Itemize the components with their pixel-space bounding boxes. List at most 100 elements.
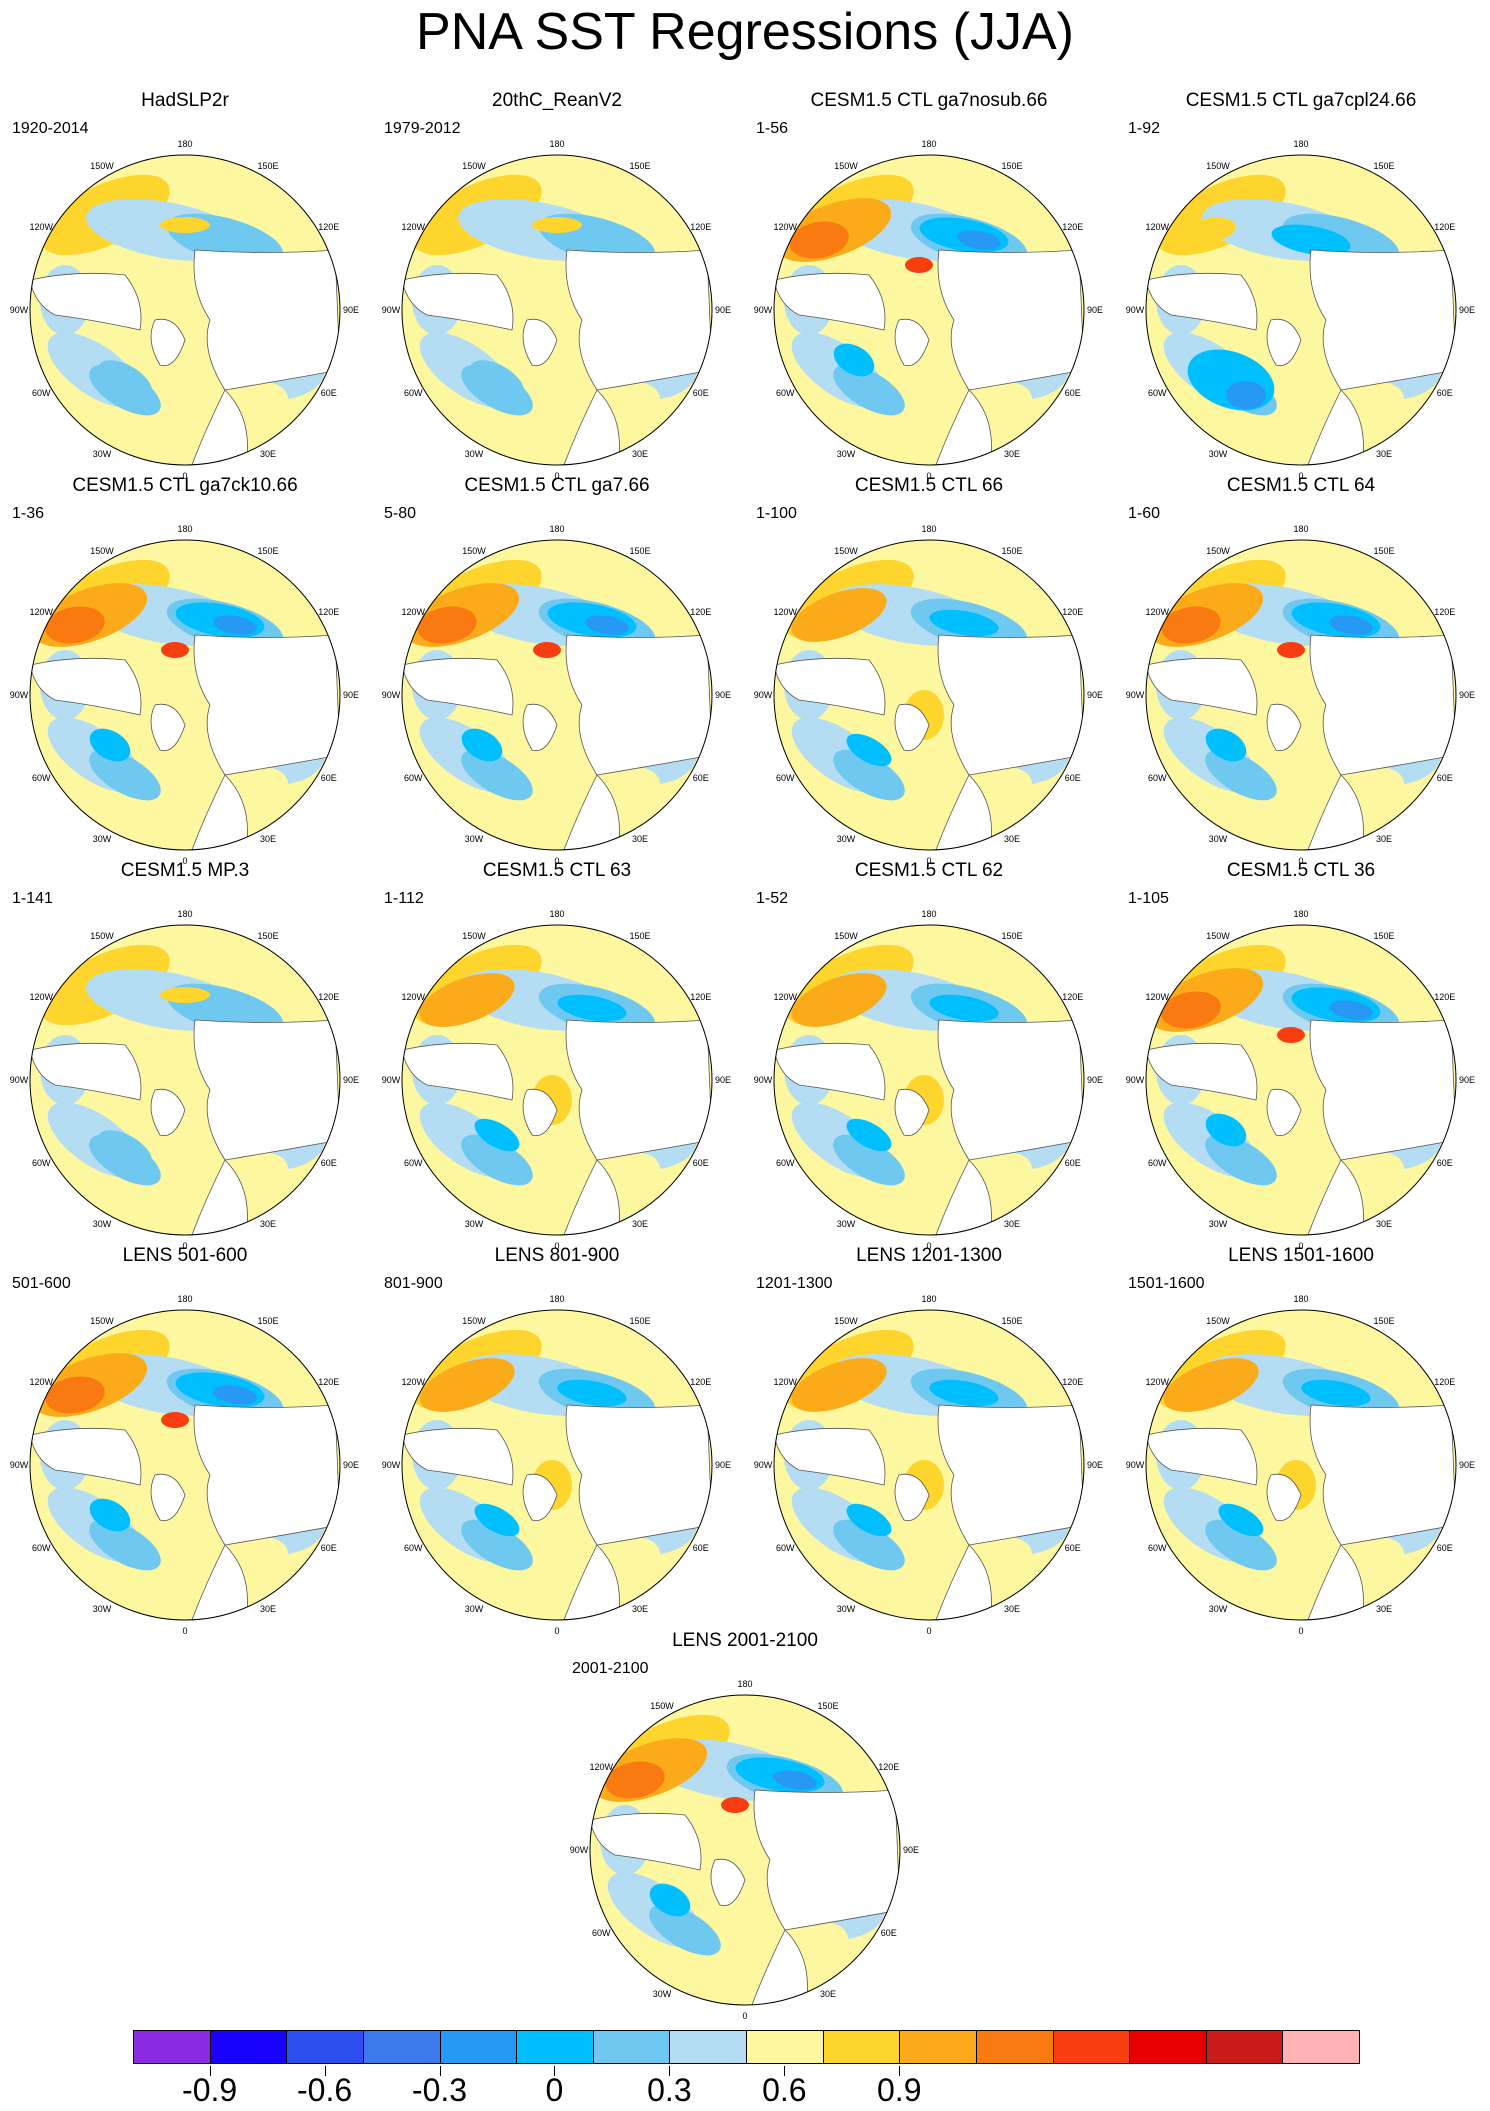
- sst-anomaly-contour: [419, 973, 515, 1027]
- longitude-label: 120E: [318, 222, 339, 232]
- longitude-label: 90W: [1126, 1075, 1145, 1085]
- longitude-label: 0: [554, 471, 559, 481]
- longitude-label: 120W: [773, 607, 797, 617]
- colorbar-swatch: [362, 2030, 441, 2064]
- longitude-label: 60W: [404, 773, 423, 783]
- land-mass: [937, 634, 1084, 776]
- longitude-label: 30E: [1004, 1604, 1020, 1614]
- polar-map: 180 150E 120E 90E 60E 30E 0 30W 60W 90W 120W 150W: [382, 1294, 731, 1636]
- longitude-label: 150W: [462, 931, 486, 941]
- longitude-label: 30W: [837, 1604, 856, 1614]
- longitude-label: 30W: [465, 449, 484, 459]
- land-mass: [1266, 318, 1302, 367]
- longitude-label: 150E: [629, 1316, 650, 1326]
- longitude-label: 90W: [382, 1075, 401, 1085]
- sst-anomaly-contour: [89, 1519, 161, 1571]
- longitude-label: 150E: [257, 546, 278, 556]
- longitude-label: 120W: [401, 1377, 425, 1387]
- map-panel: LENS 801-900 180 150E 120E 90E 60E 30E 0 30W 60W 9…: [372, 1245, 742, 1636]
- longitude-label: 60E: [1065, 773, 1081, 783]
- longitude-label: 90E: [1087, 1460, 1103, 1470]
- land-mass: [749, 1929, 808, 2005]
- land-mass: [189, 1159, 248, 1235]
- land-mass: [565, 634, 712, 776]
- longitude-label: 60E: [693, 388, 709, 398]
- longitude-label: 30W: [93, 1604, 112, 1614]
- longitude-label: 120W: [29, 1377, 53, 1387]
- land-mass: [933, 1159, 992, 1235]
- panel-years: 1-92: [1128, 120, 1161, 137]
- sst-anomaly-contour: [1205, 749, 1277, 801]
- sst-anomaly-contour: [160, 217, 210, 233]
- colorbar-swatch: [133, 2030, 211, 2064]
- colorbar-swatch: [209, 2030, 288, 2064]
- longitude-label: 30W: [1209, 1219, 1228, 1229]
- sst-anomaly-contour: [1218, 1503, 1264, 1537]
- colorbar-swatch: [975, 2030, 1054, 2064]
- longitude-label: 90W: [382, 1460, 401, 1470]
- longitude-label: 150E: [629, 931, 650, 941]
- land-mass: [189, 389, 248, 465]
- longitude-label: 60E: [321, 1158, 337, 1168]
- panel-years: 1-36: [12, 505, 45, 522]
- longitude-label: 60E: [693, 1543, 709, 1553]
- map-panel: LENS 1201-1300 180 150E 120E 90E 60E 30E 0 30W 60…: [744, 1245, 1114, 1636]
- longitude-label: 180: [177, 909, 192, 919]
- map-boundary: [401, 1309, 713, 1621]
- longitude-label: 0: [1298, 856, 1303, 866]
- map-panel: CESM1.5 CTL 62 180 150E 120E 90E 60E 30E 0 30W 60…: [744, 860, 1114, 1251]
- sst-anomaly-contour: [1205, 728, 1247, 762]
- land-mass: [193, 1019, 340, 1161]
- longitude-label: 180: [1293, 524, 1308, 534]
- sst-anomaly-contour: [417, 606, 477, 644]
- longitude-label: 180: [1293, 909, 1308, 919]
- sst-anomaly-contour: [791, 588, 887, 642]
- longitude-label: 90E: [343, 1460, 359, 1470]
- panel-years: 1-141: [12, 890, 53, 907]
- longitude-label: 150W: [834, 546, 858, 556]
- longitude-label: 180: [549, 909, 564, 919]
- longitude-label: 60W: [404, 1158, 423, 1168]
- sst-anomaly-contour: [846, 1118, 892, 1152]
- longitude-label: 60E: [881, 1928, 897, 1938]
- sst-anomaly-contour: [1205, 1134, 1277, 1186]
- land-mass: [565, 1404, 712, 1546]
- sst-anomaly-contour: [45, 1376, 105, 1414]
- colorbar-label: 0: [545, 2072, 564, 2108]
- panel-title: LENS 2001-2100: [672, 1630, 818, 1651]
- colorbar-swatch: [1282, 2030, 1360, 2064]
- land-mass: [30, 657, 142, 716]
- panel-years: 1979-2012: [384, 120, 461, 137]
- longitude-label: 30E: [820, 1989, 836, 1999]
- longitude-label: 60W: [404, 388, 423, 398]
- colorbar-swatch: [439, 2030, 518, 2064]
- land-mass: [1266, 1473, 1302, 1522]
- longitude-label: 120E: [1062, 607, 1083, 617]
- colorbar-label: 0.6: [762, 2072, 807, 2108]
- longitude-label: 150E: [257, 161, 278, 171]
- polar-map: 180 150E 120E 90E 60E 30E 0 30W 60W 90W 120W 150W: [1126, 524, 1475, 866]
- longitude-label: 90W: [10, 1460, 29, 1470]
- land-mass: [189, 774, 248, 850]
- longitude-label: 120E: [690, 607, 711, 617]
- longitude-label: 60W: [32, 1543, 51, 1553]
- land-mass: [1266, 703, 1302, 752]
- longitude-label: 90E: [1459, 690, 1475, 700]
- longitude-label: 60E: [1065, 1543, 1081, 1553]
- longitude-label: 30E: [1004, 834, 1020, 844]
- longitude-label: 90W: [754, 305, 773, 315]
- longitude-label: 90W: [1126, 690, 1145, 700]
- longitude-label: 0: [182, 856, 187, 866]
- sst-anomaly-contour: [929, 609, 999, 637]
- longitude-label: 120E: [1434, 992, 1455, 1002]
- sst-anomaly-contour: [846, 1503, 892, 1537]
- longitude-label: 90W: [1126, 305, 1145, 315]
- panel-title: CESM1.5 CTL 62: [854, 860, 1004, 881]
- longitude-label: 60E: [1437, 1543, 1453, 1553]
- longitude-label: 150E: [1001, 161, 1022, 171]
- sst-anomaly-contour: [1161, 606, 1221, 644]
- longitude-label: 90W: [10, 690, 29, 700]
- colorbar-swatch: [1052, 2030, 1131, 2064]
- land-mass: [774, 1427, 886, 1486]
- land-mass: [522, 318, 558, 367]
